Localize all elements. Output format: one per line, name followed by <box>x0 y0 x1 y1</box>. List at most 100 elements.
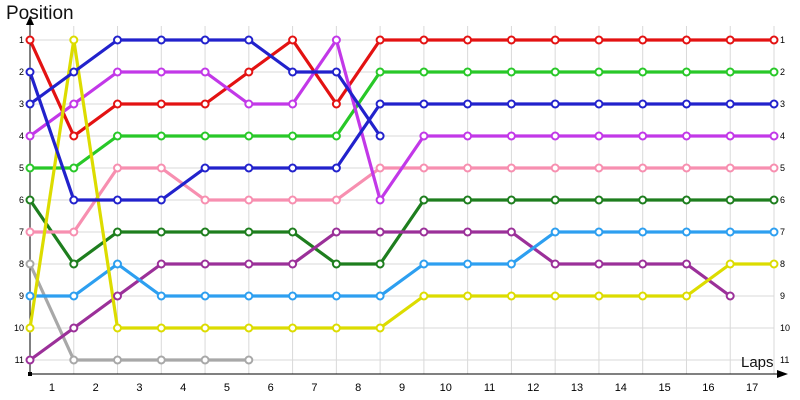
marker-car-green-lap12 <box>550 67 560 77</box>
marker-car-violet-lap15 <box>682 131 691 141</box>
marker-car-blue-a-lap16 <box>725 99 735 109</box>
marker-car-darkgreen-lap10 <box>463 195 473 205</box>
marker-car-green-lap17 <box>769 67 779 77</box>
x-tick-label: 9 <box>399 382 405 394</box>
marker-car-lightblue-lap15 <box>682 227 691 237</box>
axis-origin-tick <box>28 372 32 376</box>
marker-car-green-lap8 <box>375 67 385 77</box>
marker-car-lightblue-lap4 <box>200 291 210 301</box>
marker-car-red-lap9 <box>419 35 429 45</box>
marker-car-yellow-lap15 <box>682 291 691 301</box>
marker-car-lightblue-lap8 <box>375 291 385 301</box>
y-tick-label-right: 11 <box>780 355 789 365</box>
marker-car-red-lap17 <box>769 35 779 45</box>
series-line-car-violet <box>28 38 776 202</box>
series-line-car-yellow <box>28 38 776 330</box>
marker-car-pink-lap6 <box>288 195 298 205</box>
marker-car-red-lap3 <box>156 99 166 109</box>
marker-car-yellow-lap10 <box>463 291 473 301</box>
marker-car-green-lap1 <box>69 163 79 173</box>
marker-car-violet-lap2 <box>113 67 122 77</box>
x-axis-title: Laps <box>741 354 774 371</box>
marker-car-blue-b-lap6 <box>288 67 298 77</box>
y-tick-label-right: 8 <box>780 259 785 269</box>
marker-car-yellow-lap0 <box>25 323 35 333</box>
marker-car-pink-lap7 <box>331 195 341 205</box>
marker-car-violet-lap5 <box>244 99 254 109</box>
marker-car-darkgreen-lap11 <box>506 195 516 205</box>
y-tick-label-right: 5 <box>780 163 785 173</box>
x-tick-label: 8 <box>355 382 361 394</box>
y-axis-title: Position <box>6 3 74 24</box>
marker-car-red-lap6 <box>288 35 298 45</box>
marker-car-blue-a-lap5 <box>244 163 254 173</box>
marker-car-green-lap9 <box>419 67 429 77</box>
marker-car-violet-lap3 <box>156 67 166 77</box>
marker-car-gray-lap4 <box>200 355 210 365</box>
marker-car-blue-a-lap12 <box>550 99 560 109</box>
marker-car-purple-lap5 <box>244 259 254 269</box>
y-tick-label-right: 3 <box>780 99 785 109</box>
y-tick-label-right: 1 <box>780 35 785 45</box>
marker-car-pink-lap11 <box>506 163 516 173</box>
marker-car-pink-lap0 <box>25 227 35 237</box>
marker-car-darkgreen-lap1 <box>69 259 79 269</box>
marker-car-pink-lap3 <box>156 163 166 173</box>
marker-car-blue-a-lap4 <box>200 163 210 173</box>
marker-car-red-lap7 <box>331 99 341 109</box>
marker-car-blue-b-lap4 <box>200 35 210 45</box>
x-tick-label: 2 <box>93 382 99 394</box>
y-tick-label-right: 2 <box>780 67 785 77</box>
x-tick-label: 3 <box>136 382 142 394</box>
y-tick-label-left: 9 <box>19 291 24 301</box>
marker-car-blue-a-lap7 <box>331 163 341 173</box>
marker-car-red-lap14 <box>638 35 648 45</box>
marker-car-lightblue-lap14 <box>638 227 648 237</box>
marker-car-yellow-lap7 <box>331 323 341 333</box>
x-tick-label: 12 <box>527 382 539 394</box>
marker-car-darkgreen-lap4 <box>200 227 210 237</box>
series-line-car-gray <box>28 262 251 362</box>
marker-car-yellow-lap1 <box>69 35 79 45</box>
marker-car-yellow-lap5 <box>244 323 254 333</box>
marker-car-purple-lap15 <box>682 259 691 269</box>
marker-car-blue-a-lap8 <box>375 99 385 109</box>
marker-car-yellow-lap8 <box>375 323 385 333</box>
marker-car-red-lap15 <box>682 35 691 45</box>
marker-car-lightblue-lap13 <box>594 227 604 237</box>
marker-car-gray-lap3 <box>156 355 166 365</box>
marker-car-blue-b-lap1 <box>69 67 79 77</box>
marker-car-yellow-lap14 <box>638 291 648 301</box>
x-tick-label: 17 <box>746 382 758 394</box>
marker-car-red-lap1 <box>69 131 79 141</box>
marker-car-darkgreen-lap14 <box>638 195 648 205</box>
marker-car-red-lap4 <box>200 99 210 109</box>
marker-car-lightblue-lap11 <box>506 259 516 269</box>
marker-car-yellow-lap9 <box>419 291 429 301</box>
marker-car-darkgreen-lap0 <box>25 195 35 205</box>
marker-car-violet-lap7 <box>331 35 341 45</box>
marker-car-purple-lap7 <box>331 227 341 237</box>
marker-car-purple-lap3 <box>156 259 166 269</box>
y-tick-label-left: 7 <box>19 227 24 237</box>
marker-car-blue-b-lap5 <box>244 35 254 45</box>
y-tick-label-right: 9 <box>780 291 785 301</box>
marker-car-red-lap11 <box>506 35 516 45</box>
marker-car-green-lap16 <box>725 67 735 77</box>
marker-car-purple-lap4 <box>200 259 210 269</box>
marker-car-yellow-lap4 <box>200 323 210 333</box>
marker-car-purple-lap13 <box>594 259 604 269</box>
marker-car-darkgreen-lap12 <box>550 195 560 205</box>
marker-car-gray-lap1 <box>69 355 79 365</box>
marker-car-lightblue-lap2 <box>113 259 122 269</box>
marker-car-darkgreen-lap2 <box>113 227 122 237</box>
marker-car-lightblue-lap0 <box>25 291 35 301</box>
y-tick-label-right: 6 <box>780 195 785 205</box>
marker-car-blue-a-lap11 <box>506 99 516 109</box>
y-tick-label-right: 4 <box>780 131 785 141</box>
marker-car-violet-lap16 <box>725 131 735 141</box>
marker-car-violet-lap8 <box>375 195 385 205</box>
marker-car-green-lap5 <box>244 131 254 141</box>
